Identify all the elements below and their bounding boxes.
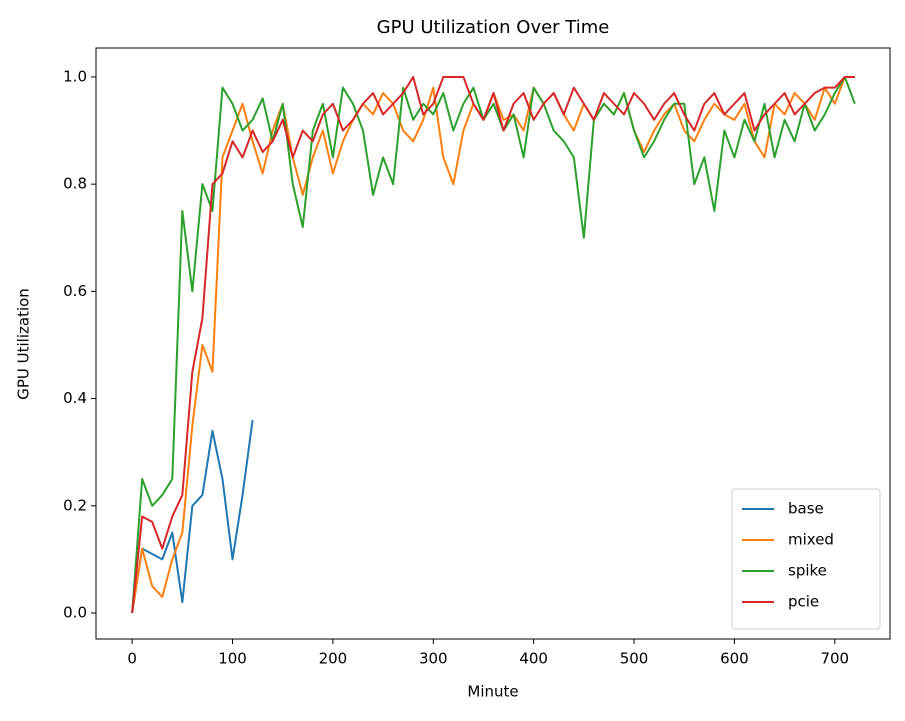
y-tick-label: 0.6 (63, 282, 87, 300)
x-tick-label: 700 (820, 650, 849, 668)
x-axis-label: Minute (467, 683, 518, 701)
y-axis-label: GPU Utilization (15, 288, 33, 400)
legend-label: pcie (788, 593, 819, 611)
plot-frame (95, 47, 891, 640)
y-tick-label: 0.2 (63, 496, 87, 514)
line (131, 75, 856, 614)
x-tick-label: 600 (720, 650, 749, 668)
legend-label: mixed (788, 531, 834, 549)
line (131, 419, 254, 614)
x-tick-label: 300 (419, 650, 448, 668)
legend-label: base (788, 500, 824, 518)
x-tick-label: 500 (620, 650, 649, 668)
x-tick-label: 200 (319, 650, 348, 668)
y-tick-label: 0.4 (63, 389, 87, 407)
legend-box (731, 488, 881, 630)
legend-label: spike (788, 562, 827, 580)
y-tick-label: 0.8 (63, 175, 87, 193)
x-tick-label: 400 (519, 650, 548, 668)
y-tick-label: 1.0 (63, 67, 87, 85)
chart-title: GPU Utilization Over Time (377, 17, 610, 38)
x-tick-label: 0 (127, 650, 137, 668)
line (131, 75, 855, 614)
y-tick-label: 0.0 (63, 604, 87, 622)
x-tick-label: 100 (218, 650, 247, 668)
legend: base mixed spike pcie (731, 488, 881, 630)
